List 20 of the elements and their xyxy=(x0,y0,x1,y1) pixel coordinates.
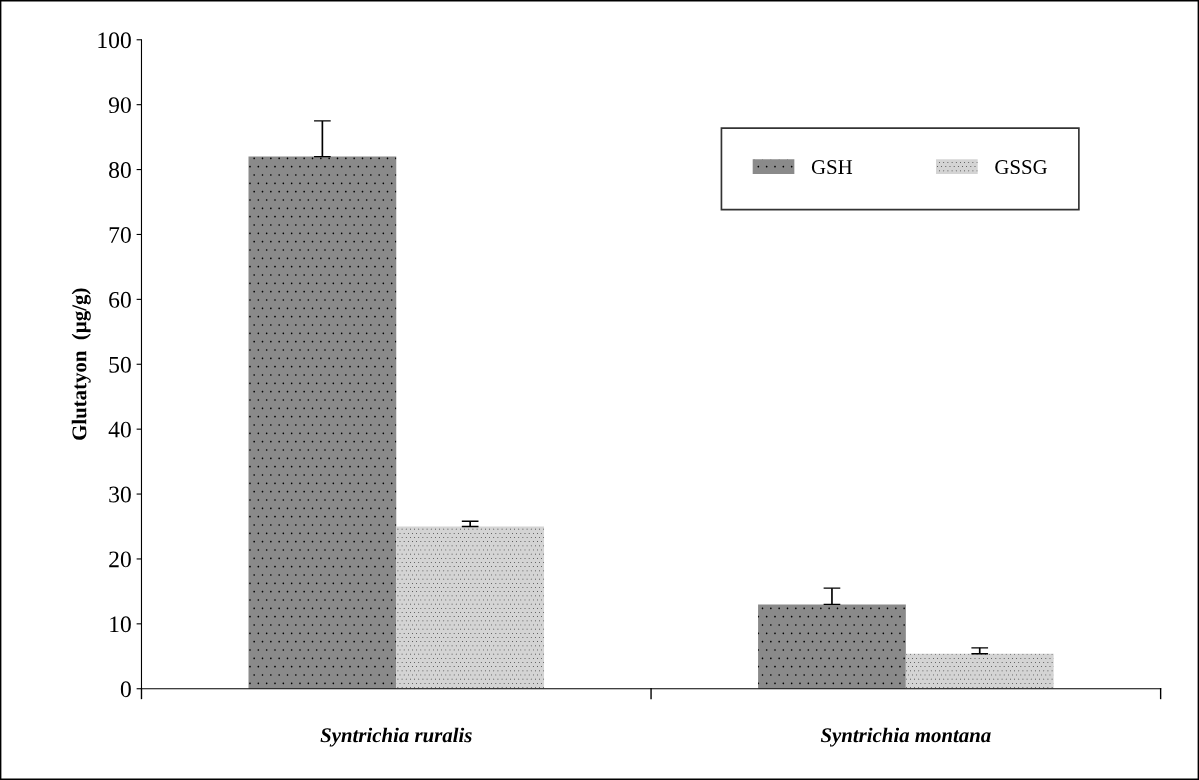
y-tick-label: 20 xyxy=(109,551,131,568)
y-tick-label: 40 xyxy=(108,421,131,438)
y-tick-label: 90 xyxy=(108,97,131,114)
y-tick-label: 60 xyxy=(109,291,131,308)
bar xyxy=(905,653,1054,689)
y-tick-label: 100 xyxy=(98,32,131,49)
bar xyxy=(396,526,545,689)
y-tick-label: 10 xyxy=(110,616,131,633)
y-tick-label: 50 xyxy=(109,356,131,373)
y-tick-label: 30 xyxy=(109,486,131,503)
legend-label: GSSG xyxy=(995,160,1047,175)
legend-label: GSH xyxy=(811,160,853,175)
y-tick-label: 0 xyxy=(120,681,131,698)
x-tick-label: Syntrichia montana xyxy=(820,727,991,747)
y-tick-label: 70 xyxy=(109,226,131,243)
bar xyxy=(758,604,906,689)
y-tick-label: 80 xyxy=(109,162,131,178)
x-tick-label: Syntrichia ruralis xyxy=(320,727,472,747)
y-axis-title: Glutatyon (µg/g) xyxy=(71,288,91,440)
bar xyxy=(248,156,397,689)
